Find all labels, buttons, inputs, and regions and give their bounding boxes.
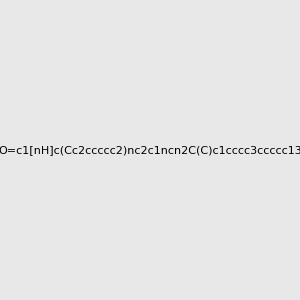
Text: O=c1[nH]c(Cc2ccccc2)nc2c1ncn2C(C)c1cccc3ccccc13: O=c1[nH]c(Cc2ccccc2)nc2c1ncn2C(C)c1cccc3… [0,145,300,155]
